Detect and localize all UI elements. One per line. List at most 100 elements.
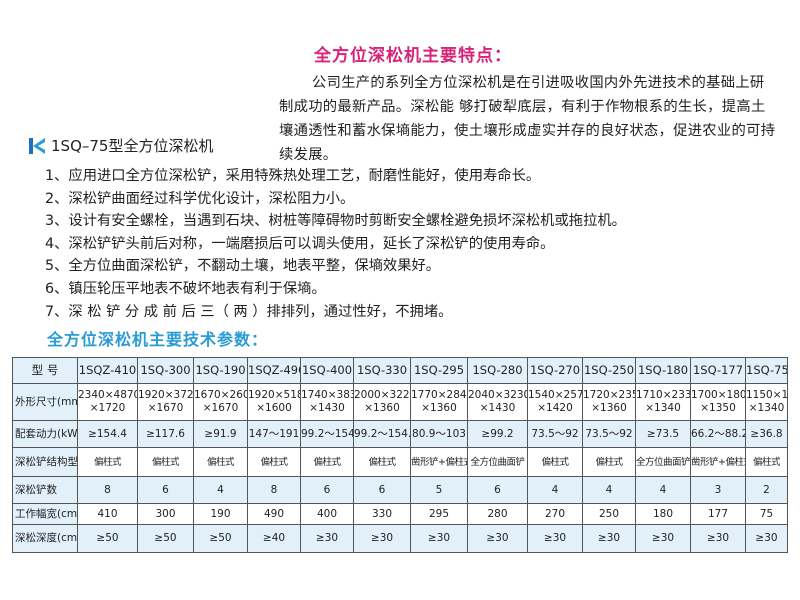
model-header: 1SQZ-410 — [77, 357, 138, 384]
table-cell: 4 — [527, 476, 583, 504]
model-header: 1SQ-75 — [745, 357, 788, 384]
table-cell: ≥117.6 — [137, 420, 194, 448]
row-label: 深松铲数 — [12, 476, 78, 504]
cell-line: ×1430 — [309, 402, 345, 414]
table-cell: 偏柱式 — [193, 447, 248, 477]
table-cell: 66.2～88.2 — [690, 420, 746, 448]
table-cell: 全方位曲面铲 — [635, 447, 691, 477]
table-cell: 75 — [745, 503, 788, 525]
table-cell: 180 — [635, 503, 691, 525]
table-cell: 410 — [77, 503, 138, 525]
cell-line: ×1600 — [256, 402, 292, 414]
table-cell: ≥40 — [247, 524, 301, 553]
row-label: 工作幅宽(cm) — [12, 503, 78, 525]
table-cell: ≥154.4 — [77, 420, 138, 448]
table-cell: 6 — [300, 476, 354, 504]
cell-line: 1540×2570 — [528, 389, 582, 401]
cell-line: 2340×4870 — [78, 389, 138, 401]
table-cell: ≥30 — [582, 524, 636, 553]
row-label: 配套动力(kW) — [12, 420, 78, 448]
table-cell: ≥30 — [467, 524, 528, 553]
table-cell: 2040×3230 ×1430 — [467, 383, 528, 421]
table-cell: ≥30 — [527, 524, 583, 553]
feature-item: 5、全方位曲面深松铲，不翻动土壤，地表平整，保墒效果好。 — [45, 258, 441, 275]
model-header: 1SQ-330 — [353, 357, 411, 384]
table-cell: ≥30 — [635, 524, 691, 553]
table-cell: 偏柱式 — [137, 447, 194, 477]
model-header: 1SQ-177 — [690, 357, 746, 384]
cell-line: ×1670 — [202, 402, 239, 414]
cell-line: ×1340 — [748, 402, 785, 414]
table-header-row: 型 号 1SQZ-410 1SQ-300 1SQ-190 1SQZ-490 1SQ-400… — [12, 357, 788, 384]
cell-line: ×1340 — [645, 402, 681, 414]
table-cell: ≥30 — [300, 524, 354, 553]
table-cell: 147～191 — [247, 420, 301, 448]
model-header: 1SQ-295 — [410, 357, 468, 384]
cell-line: ×1360 — [421, 402, 457, 414]
table-cell: 偏柱式 — [247, 447, 301, 477]
cell-line: 1720×2350 — [583, 389, 635, 401]
table-cell: 99.2～154.4 — [353, 420, 411, 448]
table-cell: 凿形铲+偏柱式 — [410, 447, 468, 477]
table-cell: 3 — [690, 476, 746, 504]
table-cell: 4 — [582, 476, 636, 504]
features-title: 全方位深松机主要特点： — [314, 46, 512, 66]
model-heading: 1SQ–75型全方位深松机 — [29, 135, 213, 156]
table-cell: 8 — [247, 476, 301, 504]
table-cell: 偏柱式 — [582, 447, 636, 477]
table-cell: 80.9～103 — [410, 420, 468, 448]
table-cell: 295 — [410, 503, 468, 525]
model-header: 1SQ-250 — [582, 357, 636, 384]
table-cell: 1670×2600×1670 — [193, 383, 248, 421]
table-cell: 1920×3720×1670 — [137, 383, 194, 421]
cell-line: 1700×1800 — [691, 389, 745, 401]
table-cell: 凿形铲+偏柱式 — [690, 447, 746, 477]
table-cell: 1150×1350×1340 — [745, 383, 788, 421]
cell-line: 1920×5180 — [248, 389, 300, 401]
table-cell: ≥30 — [353, 524, 411, 553]
feature-item: 3、设计有安全螺栓，当遇到石块、树桩等障碍物时剪断安全螺栓避免损坏深松机或拖拉机… — [45, 213, 626, 230]
model-heading-text: 1SQ–75型全方位深松机 — [51, 137, 214, 155]
cell-line: 1770×2840 — [411, 389, 468, 401]
table-row: 深松铲数 8 6 4 8 6 6 5 6 4 4 4 3 2 — [12, 476, 788, 504]
table-cell: 270 — [527, 503, 583, 525]
table-cell: 全方位曲面铲 — [467, 447, 528, 477]
table-cell: 400 — [300, 503, 354, 525]
table-cell: 300 — [137, 503, 194, 525]
table-cell: ≥30 — [410, 524, 468, 553]
table-cell: ≥50 — [137, 524, 194, 553]
cell-line: 1670×2600 — [194, 389, 247, 401]
table-cell: ≥50 — [193, 524, 248, 553]
header-label: 型 号 — [12, 357, 78, 384]
table-cell: 1710×2330×1340 — [635, 383, 691, 421]
table-cell: ≥99.2 — [467, 420, 528, 448]
table-cell: 6 — [353, 476, 411, 504]
feature-item: 1、应用进口全方位深松铲，采用特殊热处理工艺，耐磨性能好，使用寿命长。 — [45, 168, 541, 184]
cell-line: ×1360 — [591, 402, 627, 414]
table-cell: 1540×2570×1420 — [527, 383, 583, 421]
table-row: 深松铲结构型式偏柱式偏柱式偏柱式偏柱式偏柱式偏柱式凿形铲+偏柱式全方位曲面铲偏柱… — [12, 447, 788, 477]
cell-line: 1150×1350 — [746, 389, 788, 401]
feature-item: 2、深松铲曲面经过科学优化设计，深松阻力小。 — [45, 190, 355, 207]
cell-line: ×1350 — [700, 402, 736, 414]
table-cell: 2 — [745, 476, 788, 504]
table-cell: 99.2～154.4 — [300, 420, 354, 448]
table-cell: 8 — [77, 476, 138, 504]
table-cell: 偏柱式 — [745, 447, 788, 477]
table-cell: 250 — [582, 503, 636, 525]
cell-line: ×1430 — [479, 402, 516, 414]
feature-list: 1、应用进口全方位深松铲，采用特殊热处理工艺，耐磨性能好，使用寿命长。 2、深松铲… — [45, 165, 626, 323]
feature-item: 6、镇压轮压平地表不破坏地表有利于保墒。 — [45, 280, 326, 297]
table-cell: 177 — [690, 503, 746, 525]
table-cell: ≥30 — [745, 524, 788, 553]
table-cell: ≥73.5 — [635, 420, 691, 448]
cell-line: ×1420 — [537, 402, 573, 414]
table-row: 配套动力(kW)≥154.4≥117.6≥91.9147～19199.2～154… — [12, 420, 788, 448]
table-cell: 280 — [467, 503, 528, 525]
model-header: 1SQ-300 — [137, 357, 194, 384]
table-cell: 2000×3220 ×1360 — [353, 383, 411, 421]
table-cell: 1720×2350×1360 — [582, 383, 636, 421]
cell-line: 1920×3720 — [138, 389, 194, 401]
table-cell: 1740×3830×1430 — [300, 383, 354, 421]
model-header: 1SQZ-490 — [247, 357, 301, 384]
